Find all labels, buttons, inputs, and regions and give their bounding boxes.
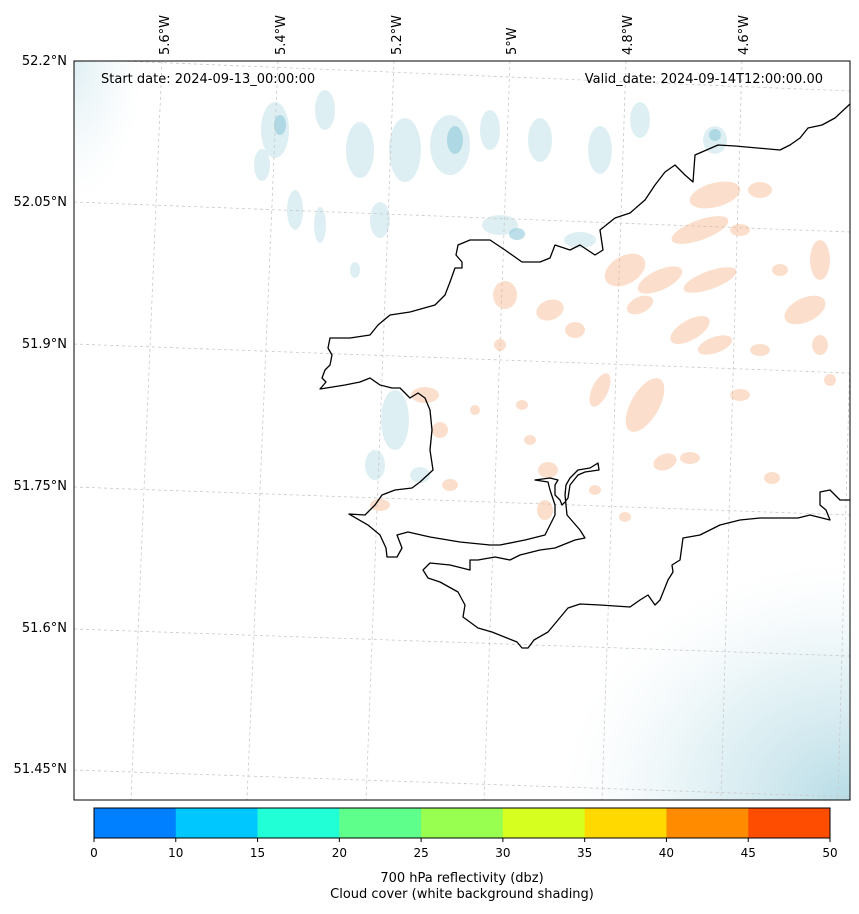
cloud-cover-shading — [74, 61, 850, 800]
reflectivity-shading — [370, 181, 836, 522]
lat-label: 51.6°N — [22, 621, 67, 636]
start-date-label: Start date: 2024-09-13_00:00:00 — [101, 72, 315, 87]
lat-label: 52.2°N — [22, 54, 67, 69]
lon-label: 5.4°W — [274, 15, 289, 55]
colorbar-swatch — [666, 808, 749, 838]
lon-label: 4.8°W — [621, 15, 636, 55]
lat-label: 51.9°N — [22, 337, 67, 352]
colorbar-tick-label: 0 — [90, 846, 98, 860]
colorbar-swatch — [94, 808, 177, 838]
colorbar-tick-label: 15 — [250, 846, 265, 860]
colorbar-label: 700 hPa reflectivity (dbz) — [380, 871, 544, 886]
colorbar-tick-label: 30 — [495, 846, 510, 860]
valid-date-label: Valid_date: 2024-09-14T12:00:00.00 — [585, 72, 823, 87]
colorbar-tick-label: 50 — [822, 846, 837, 860]
colorbar-tick-label: 20 — [332, 846, 347, 860]
colorbar-swatch — [339, 808, 422, 838]
colorbar-tick-label: 10 — [168, 846, 183, 860]
colorbar-tick-label: 35 — [577, 846, 592, 860]
colorbar-swatch — [175, 808, 259, 838]
lon-label: 5°W — [505, 27, 520, 55]
colorbar-swatches — [94, 808, 831, 838]
colorbar-swatch — [748, 808, 831, 838]
colorbar-ticks: 0 10 15 20 25 30 35 40 45 50 — [90, 838, 838, 860]
coastline — [319, 103, 850, 649]
lon-label: 4.6°W — [737, 15, 752, 55]
colorbar-swatch — [584, 808, 667, 838]
colorbar-tick-label: 45 — [741, 846, 756, 860]
colorbar-tick-label: 25 — [413, 846, 428, 860]
colorbar-swatch — [421, 808, 504, 838]
lat-label: 52.05°N — [14, 195, 67, 210]
latitude-labels: 52.2°N 52.05°N 51.9°N 51.75°N 51.6°N 51.… — [14, 54, 67, 777]
colorbar-tick-label: 40 — [659, 846, 674, 860]
colorbar-frame — [93, 807, 831, 839]
colorbar-swatch — [502, 808, 586, 838]
lon-label: 5.2°W — [390, 15, 405, 55]
colorbar: 0 10 15 20 25 30 35 40 45 50 — [90, 807, 838, 860]
lat-label: 51.75°N — [14, 479, 67, 494]
lon-label: 5.6°W — [158, 15, 173, 55]
colorbar-sublabel: Cloud cover (white background shading) — [330, 887, 594, 902]
longitude-labels: 5.6°W 5.4°W 5.2°W 5°W 4.8°W 4.6°W — [158, 15, 752, 55]
map-frame — [73, 60, 851, 801]
colorbar-swatch — [257, 808, 340, 838]
map-area: Start date: 2024-09-13_00:00:00 Valid_da… — [74, 61, 850, 800]
lat-label: 51.45°N — [14, 762, 67, 777]
